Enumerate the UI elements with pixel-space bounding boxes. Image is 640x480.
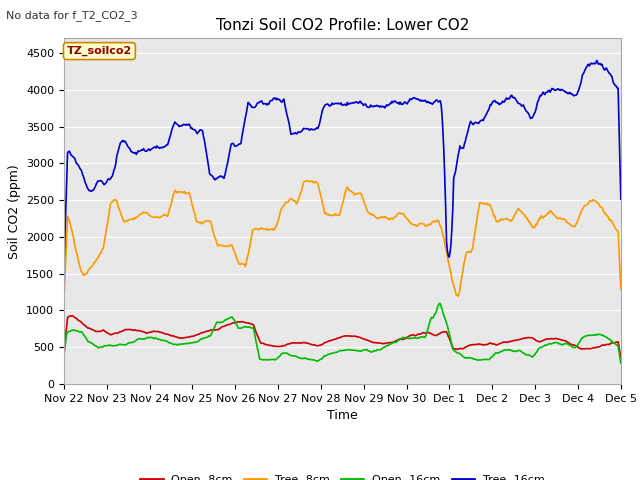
Tree -8cm [302, 178, 310, 184]
Open -8cm [257, 340, 264, 346]
Tree -8cm [330, 212, 338, 217]
X-axis label: Time: Time [327, 409, 358, 422]
Tree -16cm [256, 99, 264, 105]
Open -16cm [587, 332, 595, 338]
Open -8cm [617, 355, 625, 360]
Tree -16cm [284, 114, 291, 120]
Tree -8cm [284, 200, 291, 205]
Tree -16cm [329, 101, 337, 107]
Text: No data for f_T2_CO2_3: No data for f_T2_CO2_3 [6, 10, 138, 21]
Tree -16cm [593, 58, 600, 63]
Open -8cm [60, 348, 68, 354]
Tree -16cm [90, 187, 97, 193]
Title: Tonzi Soil CO2 Profile: Lower CO2: Tonzi Soil CO2 Profile: Lower CO2 [216, 18, 469, 33]
Tree -8cm [617, 287, 625, 292]
Tree -16cm [60, 264, 68, 269]
Y-axis label: Soil CO2 (ppm): Soil CO2 (ppm) [8, 164, 20, 259]
Open -16cm [617, 360, 625, 366]
Tree -8cm [90, 261, 97, 267]
Line: Tree -8cm: Tree -8cm [64, 181, 621, 300]
Tree -8cm [234, 257, 241, 263]
Open -16cm [436, 300, 444, 306]
Open -8cm [285, 341, 292, 347]
Open -8cm [68, 313, 76, 319]
Text: TZ_soilco2: TZ_soilco2 [67, 46, 132, 56]
Open -8cm [90, 328, 98, 334]
Tree -8cm [587, 198, 595, 204]
Tree -8cm [256, 227, 264, 232]
Open -16cm [329, 350, 337, 356]
Open -16cm [284, 351, 291, 357]
Open -8cm [330, 336, 338, 342]
Legend: Open -8cm, Tree -8cm, Open -16cm, Tree -16cm: Open -8cm, Tree -8cm, Open -16cm, Tree -… [136, 470, 549, 480]
Open -8cm [234, 319, 242, 324]
Open -8cm [587, 346, 595, 351]
Tree -16cm [586, 63, 593, 69]
Line: Open -8cm: Open -8cm [64, 316, 621, 358]
Line: Open -16cm: Open -16cm [64, 303, 621, 363]
Open -16cm [90, 342, 97, 348]
Open -16cm [256, 356, 264, 362]
Open -16cm [60, 352, 68, 358]
Tree -16cm [234, 142, 241, 148]
Tree -8cm [60, 297, 68, 302]
Open -16cm [234, 324, 241, 329]
Tree -16cm [617, 196, 625, 202]
Line: Tree -16cm: Tree -16cm [64, 60, 621, 266]
